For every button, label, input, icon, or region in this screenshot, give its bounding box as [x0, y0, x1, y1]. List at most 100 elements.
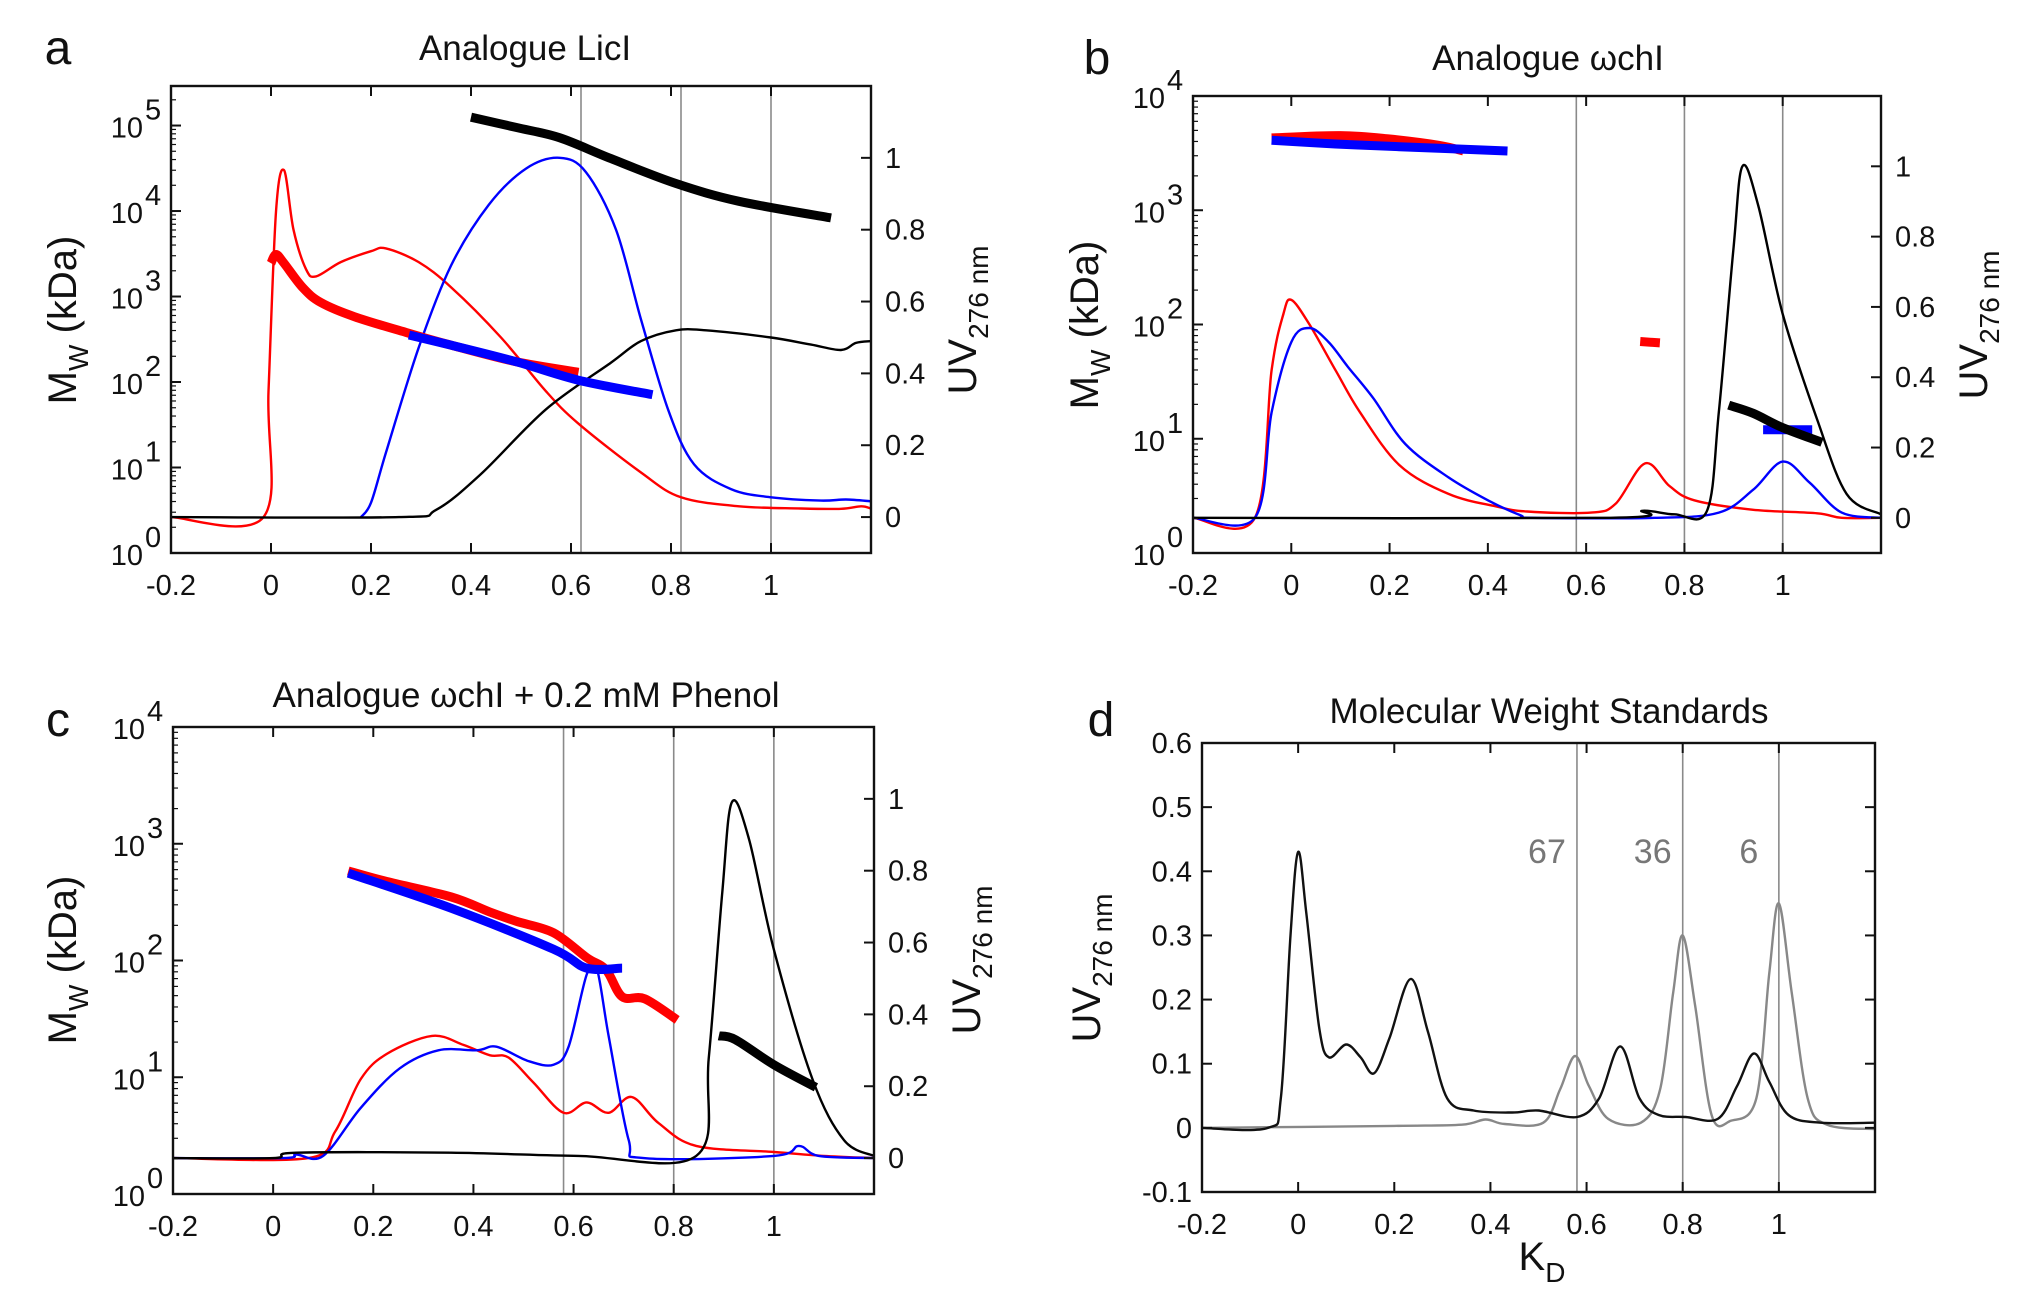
panel-b-x-tick-label: 0.4 [1468, 570, 1508, 602]
panel-c: -0.2 0 0.2 0.4 0.6 0.8 110010110210310400.20.4… [113, 696, 929, 1243]
panel-c-ylabel-right: UV276 nm [945, 886, 998, 1035]
panel-a-y-tick-label: 10 [111, 540, 143, 572]
panel-b-x-tick-label: 0.2 [1369, 570, 1409, 602]
panel-c-black-uv-line [172, 799, 875, 1165]
panel-d-x-tick-label: 0.8 [1663, 1209, 1703, 1241]
panel-a: -0.2 0 0.2 0.4 0.6 0.8 110010110210310410500.2… [111, 84, 925, 602]
panel-c-y-tick-exponent: 0 [147, 1163, 163, 1195]
panel-d-reference-label: 36 [1634, 833, 1672, 871]
panel-a-black-mw-line [470, 112, 832, 223]
panel-c-y-tick-label: 10 [113, 1181, 145, 1213]
panel-b-y-tick-exponent: 3 [1167, 179, 1183, 211]
panel-c-y-tick-exponent: 1 [147, 1046, 163, 1078]
panel-c-y-tick-exponent: 2 [147, 930, 163, 962]
panel-d-x-tick-label: 1 [1771, 1209, 1787, 1241]
panel-b-red-mw-line [1639, 337, 1661, 348]
panel-c-blue-uv-line [172, 960, 875, 1161]
panel-c-x-tick-label: 0.4 [453, 1211, 493, 1243]
panel-b-x-tick-label: 0.6 [1566, 570, 1606, 602]
panel-a-y-tick-label: 10 [111, 284, 143, 316]
panel-a-y-tick-label: 10 [111, 369, 143, 401]
panel-a-y-tick-exponent: 0 [145, 522, 161, 554]
panel-b-y-tick-label: 10 [1133, 197, 1165, 229]
panel-c-x-tick-label: 1 [766, 1211, 782, 1243]
panel-b-x-tick-label: 0.8 [1664, 570, 1704, 602]
panel-b-y-tick-exponent: 1 [1167, 408, 1183, 440]
panel-a-x-tick-label: 0.6 [551, 570, 591, 602]
panel-c-x-tick-label: 0.6 [553, 1211, 593, 1243]
panel-d-y-tick-label: 0.5 [1152, 792, 1192, 824]
panel-c-blue-mw-line [346, 868, 623, 975]
panel-d-axes-frame [1200, 741, 1877, 1194]
panel-b-ylabel-left: MW (kDa) [1063, 241, 1116, 410]
panel-d-y-tick-label: 0.6 [1152, 728, 1192, 760]
panel-c-y-right-tick-label: 1 [888, 784, 904, 816]
panel-a-x-tick-label: 0.4 [451, 570, 491, 602]
panel-b-blue-mw-line [1271, 135, 1508, 156]
panel-b-y-right-tick-label: 0 [1895, 503, 1911, 535]
panel-b-y-tick-label: 10 [1133, 540, 1165, 572]
panel-d-reference-label: 6 [1739, 833, 1758, 871]
panel-d-gray-uv-line [1201, 902, 1876, 1131]
panel-letter-b: b [1084, 32, 1111, 85]
panel-c-y-right-tick-label: 0.8 [888, 856, 928, 888]
panel-a-x-tick-label: 0.2 [351, 570, 391, 602]
panel-b-y-tick-label: 10 [1133, 426, 1165, 458]
panel-a-black-uv-line [170, 327, 872, 519]
panel-b-x-tick-label: -0.2 [1168, 570, 1218, 602]
panel-d-y-tick-label: 0 [1176, 1113, 1192, 1145]
panel-b-ylabel-right: UV276 nm [1952, 251, 2005, 400]
panel-letter-c: c [46, 694, 70, 747]
panel-b: -0.2 0 0.2 0.4 0.6 0.8 110010110210310400.20.4… [1133, 65, 1936, 602]
panel-c-x-tick-label: 0 [265, 1211, 281, 1243]
panel-c-y-right-tick-label: 0 [888, 1143, 904, 1175]
panel-a-y-tick-exponent: 4 [145, 180, 161, 212]
panel-d-x-tick-label: -0.2 [1177, 1209, 1227, 1241]
panel-a-y-right-tick-label: 0.6 [885, 287, 925, 319]
panel-letter-d: d [1088, 694, 1115, 747]
panel-a-y-right-tick-label: 0 [885, 502, 901, 534]
panel-b-y-right-tick-label: 0.6 [1895, 292, 1935, 324]
panel-a-axes-frame [169, 84, 873, 555]
panel-a-y-tick-exponent: 5 [145, 95, 161, 127]
panel-b-y-right-tick-label: 1 [1895, 151, 1911, 183]
panel-c-ylabel-left: MW (kDa) [41, 876, 94, 1045]
panel-d-ylabel: UV276 nm [1065, 894, 1118, 1043]
panel-d-title: Molecular Weight Standards [1329, 692, 1768, 731]
panel-a-ylabel-left: MW (kDa) [41, 236, 94, 405]
panel-d-y-tick-label: 0.4 [1152, 856, 1192, 888]
panel-a-blue-mw-line [407, 330, 654, 400]
panel-b-y-tick-label: 10 [1133, 83, 1165, 115]
panel-d-y-tick-label: 0.1 [1152, 1049, 1192, 1081]
panel-a-blue-uv-line [360, 156, 872, 518]
panel-c-y-tick-exponent: 3 [147, 813, 163, 845]
panel-d-black-uv-line [1201, 850, 1876, 1132]
panel-d-y-tick-label: 0.2 [1152, 985, 1192, 1017]
panel-d-xlabel: KD [1519, 1235, 1566, 1288]
panel-a-ylabel-right: UV276 nm [941, 246, 994, 395]
panel-c-y-tick-label: 10 [113, 714, 145, 746]
panel-a-x-tick-label: 0.8 [651, 570, 691, 602]
panel-b-title: Analogue ωchI [1432, 39, 1664, 78]
panel-c-x-tick-label: -0.2 [148, 1211, 198, 1243]
panel-b-black-mw-line [1727, 400, 1824, 447]
panel-a-x-tick-label: 0 [263, 570, 279, 602]
panel-a-red-uv-line [170, 168, 872, 528]
panel-c-y-right-tick-label: 0.6 [888, 928, 928, 960]
panel-b-y-tick-exponent: 4 [1167, 65, 1183, 97]
panel-b-y-tick-label: 10 [1133, 312, 1165, 344]
panel-c-y-tick-label: 10 [113, 1064, 145, 1096]
panel-a-y-right-tick-label: 1 [885, 143, 901, 175]
panel-a-y-tick-exponent: 2 [145, 351, 161, 383]
panel-c-y-tick-label: 10 [113, 831, 145, 863]
panel-a-y-tick-label: 10 [111, 455, 143, 487]
panel-a-x-tick-label: -0.2 [146, 570, 196, 602]
panel-b-x-tick-label: 0 [1283, 570, 1299, 602]
panel-c-black-mw-line [717, 1031, 819, 1092]
panel-letter-a: a [45, 22, 72, 75]
panel-d-reference-label: 67 [1528, 833, 1566, 871]
panel-c-title: Analogue ωchI + 0.2 mM Phenol [273, 676, 780, 715]
panel-c-y-right-tick-label: 0.2 [888, 1071, 928, 1103]
panel-a-y-tick-exponent: 1 [145, 437, 161, 469]
